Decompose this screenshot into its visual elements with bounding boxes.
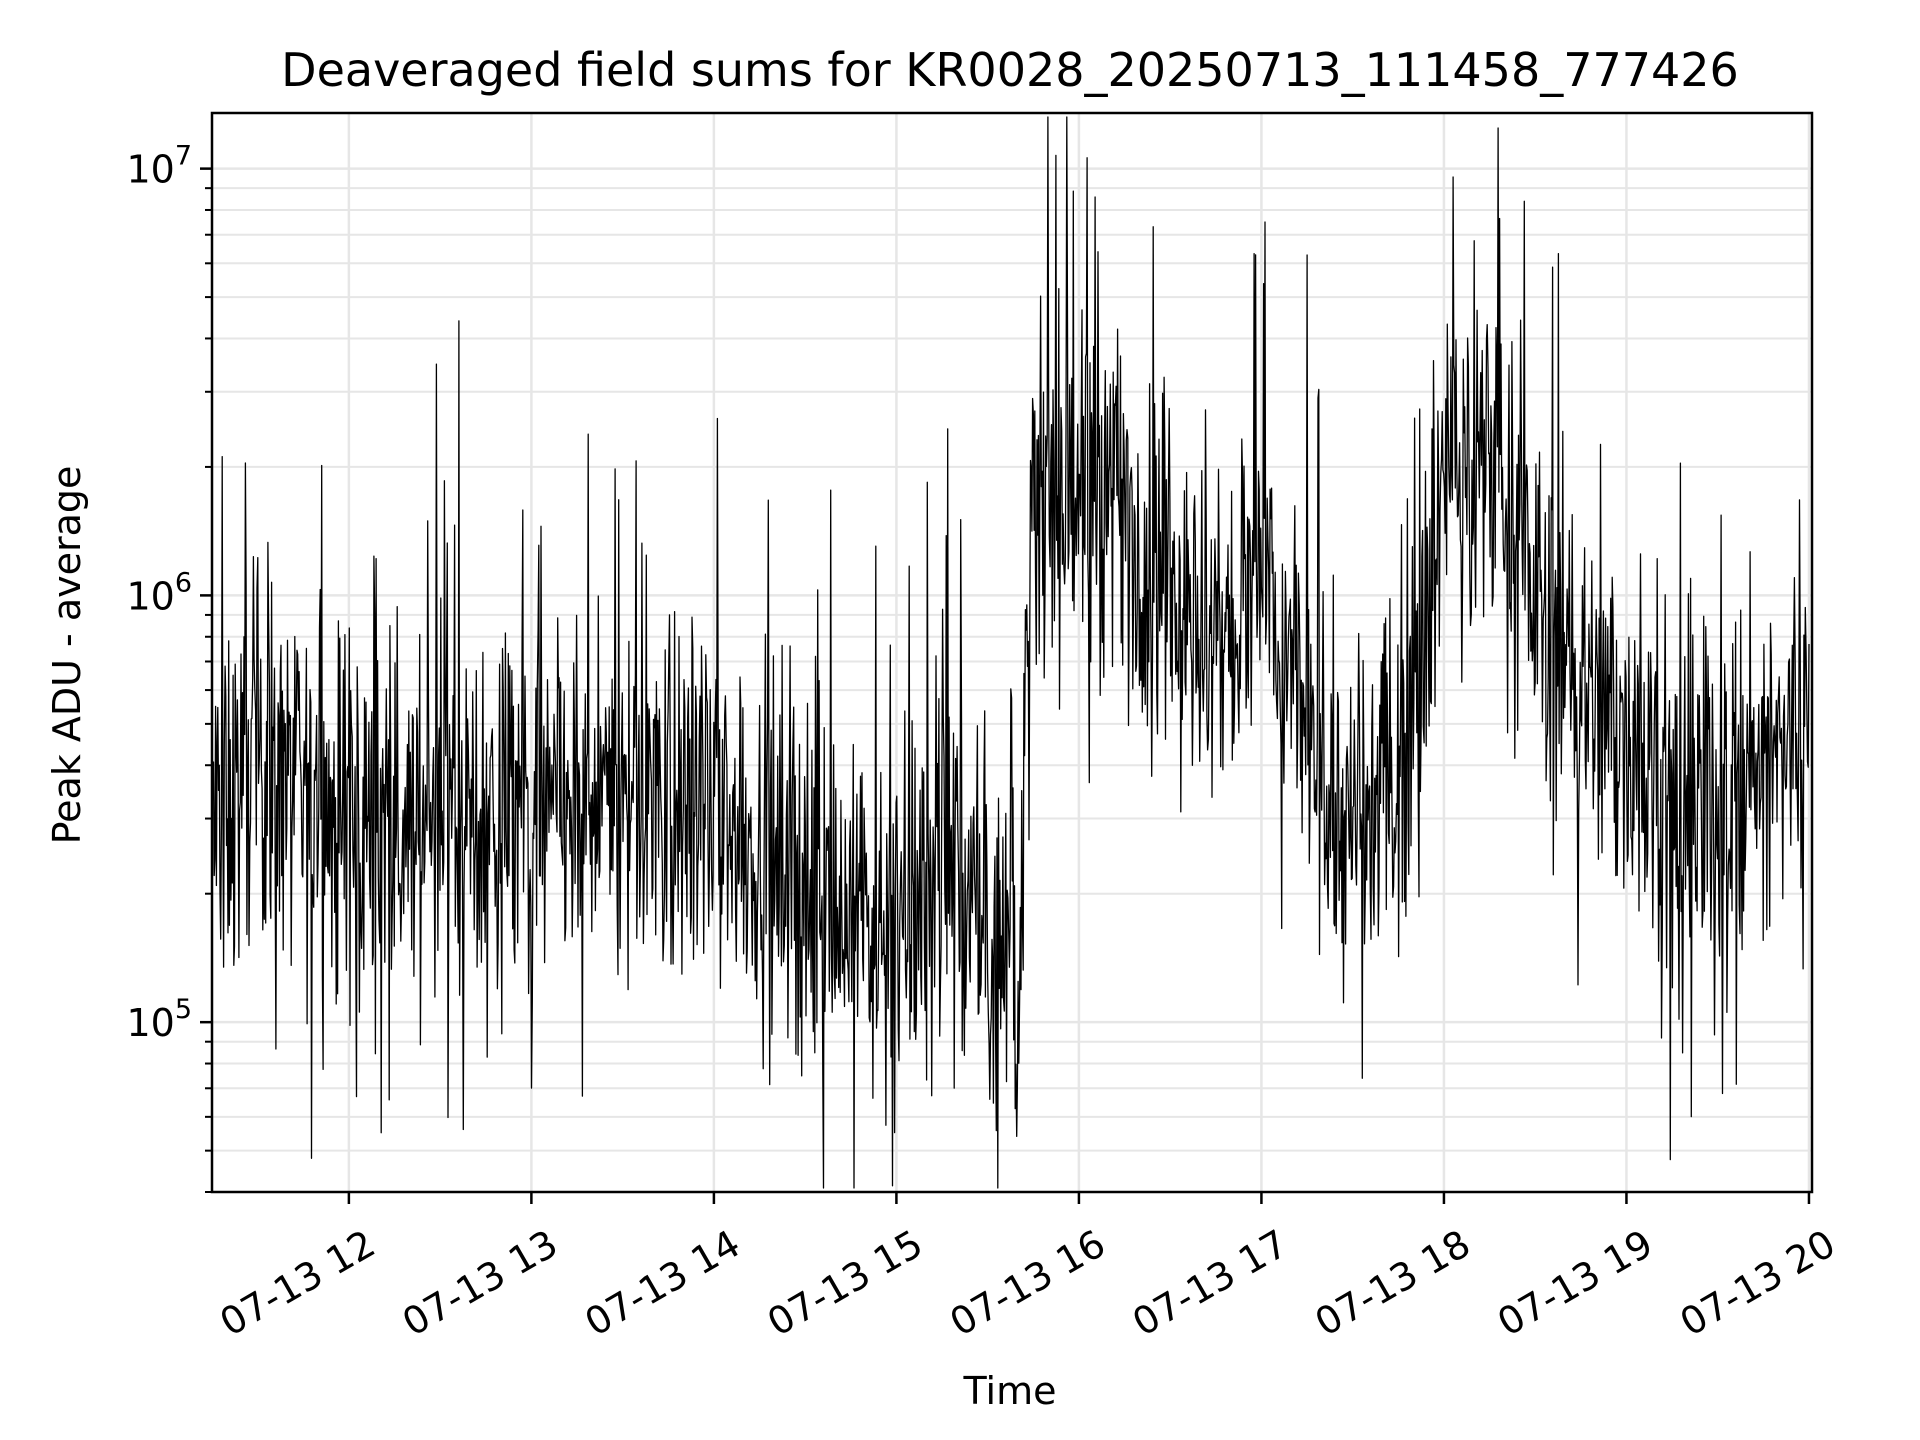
y-tick-label: 107 <box>126 141 192 192</box>
y-tick-exponent: 7 <box>175 141 192 172</box>
x-axis-label: Time <box>963 1369 1057 1413</box>
y-tick-base: 10 <box>126 1001 174 1045</box>
y-tick-exponent: 6 <box>175 567 192 598</box>
plot-frame <box>210 111 1814 1194</box>
y-tick-label: 105 <box>126 994 192 1045</box>
chart-title: Deaveraged field sums for KR0028_2025071… <box>281 43 1739 97</box>
series-line <box>211 116 1810 1189</box>
y-tick-base: 10 <box>126 574 174 618</box>
y-tick-label: 106 <box>126 567 192 618</box>
y-axis-label: Peak ADU - average <box>45 466 89 845</box>
series-layer <box>211 116 1810 1189</box>
y-tick-base: 10 <box>126 148 174 192</box>
y-tick-exponent: 5 <box>175 994 192 1025</box>
